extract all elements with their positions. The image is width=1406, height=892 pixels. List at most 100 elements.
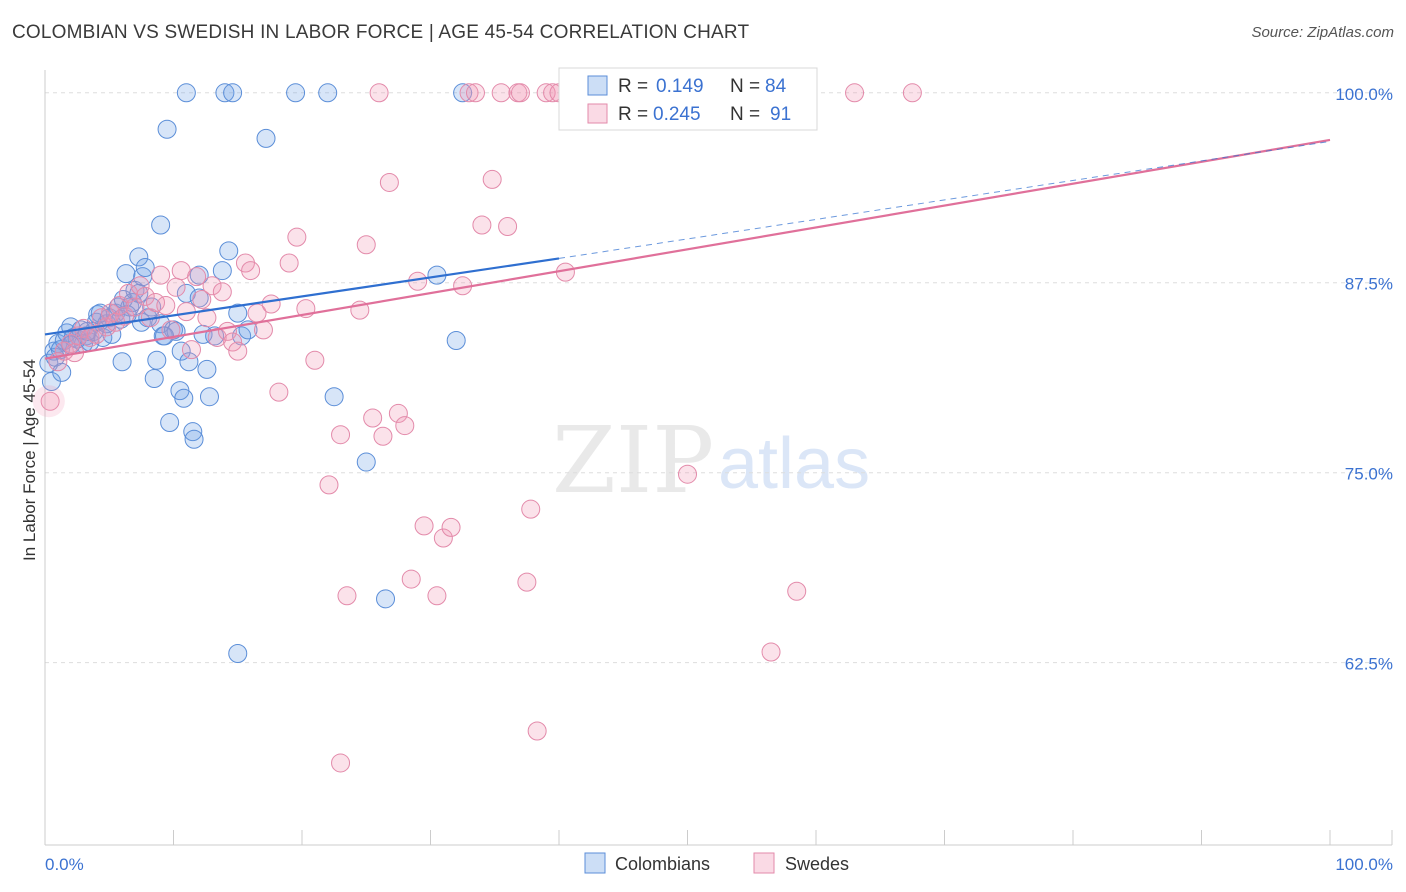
colombians-trend-extension — [558, 140, 1331, 259]
swedes-point — [356, 235, 376, 255]
swedes-point — [331, 425, 351, 445]
colombians-point — [197, 359, 217, 379]
series-legend: Colombians Swedes — [584, 852, 849, 874]
colombians-point — [144, 368, 164, 388]
y-tick-label: 75.0% — [1345, 465, 1393, 484]
axes — [44, 70, 1392, 846]
gridlines — [45, 92, 1392, 664]
colombians-point — [256, 128, 276, 148]
colombians-point — [215, 83, 235, 103]
swedes-point — [379, 172, 399, 192]
swedes-point — [414, 516, 434, 536]
colombians-point — [184, 429, 204, 449]
source-label: Source: ZipAtlas.com — [1251, 24, 1394, 41]
swedes-point — [369, 83, 389, 103]
x-tick-label-min: 0.0% — [45, 855, 84, 874]
swedes-point — [491, 83, 511, 103]
colombians-point — [174, 388, 194, 408]
swedes-point — [388, 403, 408, 423]
colombians-trend-line — [44, 257, 560, 336]
colombians-point — [324, 387, 344, 407]
colombians-point — [212, 261, 232, 281]
stats-legend: R = 0.149 N = 84 R = 0.245 N = 91 — [558, 67, 818, 131]
swedes-point — [482, 169, 502, 189]
colombians-point — [179, 352, 199, 372]
colombians-point — [223, 83, 243, 103]
series-legend-label-colombians: Colombians — [615, 854, 710, 874]
swedes-point — [287, 227, 307, 247]
series-legend-swatch-colombians — [584, 852, 606, 874]
swedes-point — [521, 499, 541, 519]
swedes-point — [472, 215, 492, 235]
swedes-point — [269, 382, 289, 402]
swedes-point — [156, 296, 176, 316]
y-tick-label: 62.5% — [1345, 655, 1393, 674]
swedes-point — [395, 416, 415, 436]
swedes-point — [166, 277, 186, 297]
swedes-point — [678, 464, 697, 484]
legend-r-value: 0.149 — [656, 76, 704, 97]
swedes-point — [319, 475, 339, 495]
colombians-point — [151, 215, 171, 235]
colombians-point — [318, 83, 338, 103]
colombians-point — [286, 83, 306, 103]
swedes-point — [373, 426, 393, 446]
colombians-point — [129, 247, 149, 267]
swedes-point — [305, 350, 325, 370]
swedes-point — [187, 267, 207, 287]
swedes-point — [845, 83, 865, 103]
x-ticks — [44, 830, 1393, 845]
legend-swatch-swedes — [587, 103, 608, 124]
swedes-point — [465, 83, 485, 103]
colombians-point — [151, 314, 171, 334]
swedes-point — [363, 408, 383, 428]
swedes-point — [337, 586, 357, 606]
colombians-point — [376, 589, 396, 609]
watermark-atlas: atlas — [718, 424, 870, 504]
colombians-point — [219, 241, 239, 261]
swedes-point-large — [32, 385, 65, 418]
swedes-point — [223, 332, 243, 352]
swedes-point — [787, 581, 807, 601]
series-legend-swatch-swedes — [753, 852, 775, 874]
colombians-point — [135, 258, 155, 278]
colombians-point — [157, 119, 177, 139]
legend-n-value: 84 — [765, 76, 787, 97]
swedes-point — [202, 276, 222, 296]
swedes-trend-line — [44, 138, 1331, 360]
swedes-point — [761, 642, 781, 662]
swedes-point — [151, 265, 171, 285]
swedes-point — [228, 341, 248, 361]
legend-n-label: N = — [730, 104, 760, 125]
legend-n-value: 91 — [770, 104, 791, 125]
legend-r-label: R = — [618, 104, 648, 125]
swedes-point — [130, 276, 150, 296]
colombians-point — [112, 352, 132, 372]
swedes-point — [427, 586, 447, 606]
swedes-point — [902, 83, 922, 103]
legend-swatch-colombians — [587, 75, 608, 96]
swedes-point — [197, 308, 217, 328]
colombians-point — [356, 452, 376, 472]
y-tick-labels: 62.5% 75.0% 87.5% 100.0% — [1335, 85, 1393, 674]
watermark: ZIP atlas — [552, 407, 870, 514]
swedes-point — [241, 261, 261, 281]
colombians-point — [446, 330, 466, 350]
colombians-point — [147, 350, 167, 370]
swedes-point — [61, 334, 81, 354]
legend-r-label: R = — [618, 76, 648, 97]
colombians-point — [171, 341, 191, 361]
swedes-point — [401, 569, 421, 589]
swedes-point — [192, 289, 212, 309]
swedes-point — [261, 294, 281, 314]
swedes-point — [498, 217, 518, 237]
swedes-point — [459, 83, 479, 103]
swedes-point — [510, 83, 530, 103]
swedes-point — [40, 391, 60, 411]
y-tick-label: 87.5% — [1345, 275, 1393, 294]
swedes-point — [433, 528, 453, 548]
y-tick-label: 100.0% — [1335, 85, 1393, 104]
colombians-point — [228, 644, 248, 664]
trend-lines — [44, 138, 1331, 360]
